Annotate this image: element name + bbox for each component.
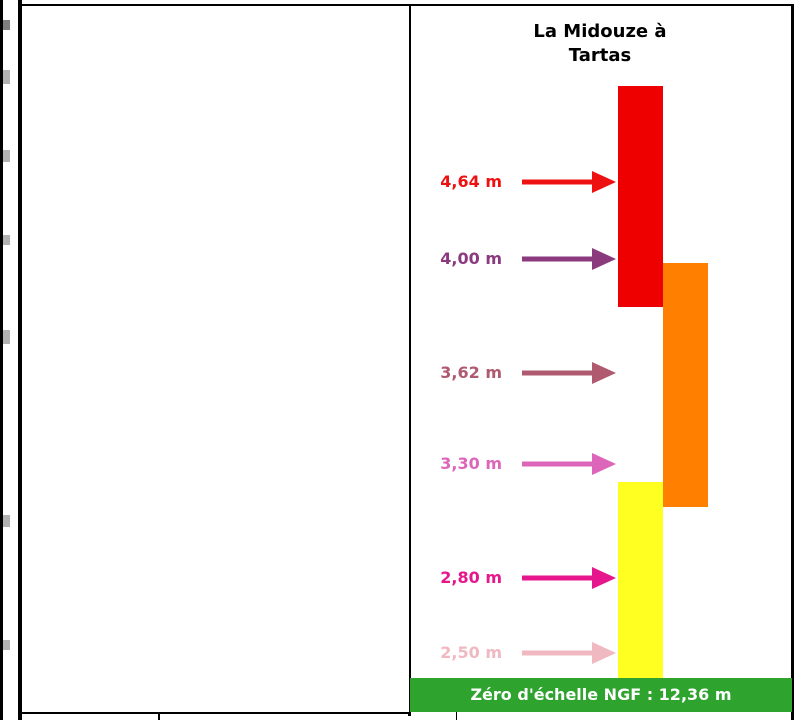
right-arrow-icon [522,362,616,384]
frame-divider [408,4,411,716]
frame-bottom-left [18,712,411,714]
level-value: 4,00 m [440,249,502,268]
station-title: La Midouze à Tartas [533,21,667,66]
right-arrow-icon [522,248,616,270]
level-marker: 4,64 m [400,167,620,197]
level-value: 2,50 m [440,643,502,662]
edge-mark [3,70,10,84]
edge-mark [3,20,10,30]
edge-mark [3,330,10,344]
level-value: 4,64 m [440,172,502,191]
edge-mark [3,235,10,245]
right-arrow-icon [522,642,616,664]
frame-top [18,4,794,6]
zero-scale-banner: Zéro d'échelle NGF : 12,36 m [410,678,792,712]
level-marker: 3,62 m [400,358,620,388]
level-marker: 3,30 m [400,449,620,479]
frame-right [791,4,794,720]
level-marker: 2,80 m [400,563,620,593]
level-value: 3,62 m [440,363,502,382]
orange-level-bar [663,263,708,507]
yellow-level-bar [618,482,663,678]
frame-left-inner [18,0,22,720]
level-marker: 2,50 m [400,638,620,668]
right-arrow-icon [522,171,616,193]
edge-mark [3,640,10,650]
frame-bottom-sub [158,712,160,720]
red-level-bar [618,86,663,307]
frame-left-outer [0,0,3,720]
right-arrow-icon [522,453,616,475]
edge-mark [3,515,10,527]
level-value: 2,80 m [440,568,502,587]
edge-mark [3,150,10,162]
level-marker: 4,00 m [400,244,620,274]
level-value: 3,30 m [440,454,502,473]
right-arrow-icon [522,567,616,589]
blank-map-panel [22,6,409,712]
frame-bottom-sub2 [456,712,457,720]
